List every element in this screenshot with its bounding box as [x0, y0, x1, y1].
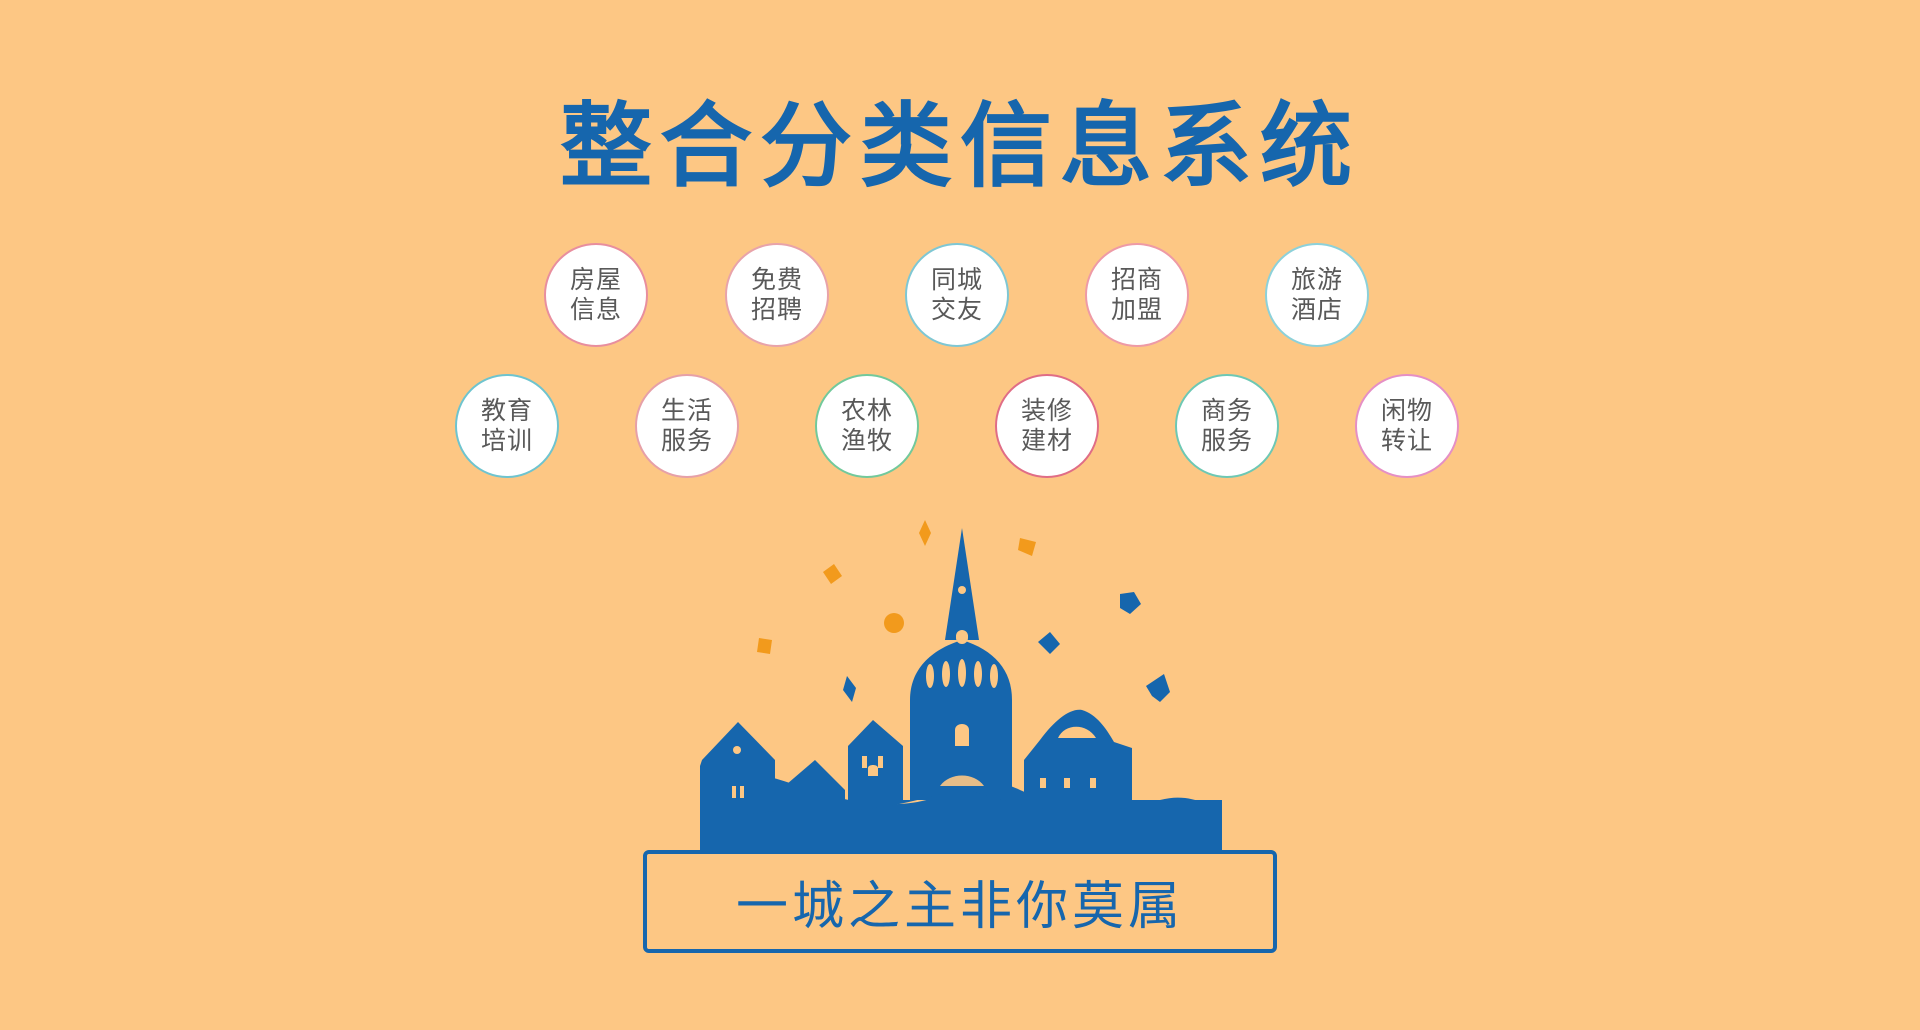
- category-label: 同城: [930, 265, 983, 294]
- category-agriculture[interactable]: 农林 渔牧: [815, 374, 919, 478]
- category-label: 服务: [1200, 426, 1253, 455]
- category-label: 交友: [930, 295, 983, 324]
- castle-silhouette: [700, 528, 1222, 850]
- category-house-info[interactable]: 房屋 信息: [544, 243, 648, 347]
- category-label: 酒店: [1290, 295, 1343, 324]
- category-label: 免费: [750, 265, 803, 294]
- category-local-dating[interactable]: 同城 交友: [905, 243, 1009, 347]
- category-label: 房屋: [569, 265, 622, 294]
- castle-windows: [732, 586, 1096, 798]
- category-label: 加盟: [1110, 295, 1163, 324]
- category-renovation[interactable]: 装修 建材: [995, 374, 1099, 478]
- category-label: 农林: [840, 396, 893, 425]
- category-label: 渔牧: [840, 426, 893, 455]
- category-travel-hotel[interactable]: 旅游 酒店: [1265, 243, 1369, 347]
- category-business-services[interactable]: 商务 服务: [1175, 374, 1279, 478]
- category-life-services[interactable]: 生活 服务: [635, 374, 739, 478]
- category-secondhand[interactable]: 闲物 转让: [1355, 374, 1459, 478]
- category-free-jobs[interactable]: 免费 招聘: [725, 243, 829, 347]
- category-label: 装修: [1020, 396, 1073, 425]
- category-label: 信息: [569, 295, 622, 324]
- category-label: 旅游: [1290, 265, 1343, 294]
- category-label: 闲物: [1380, 396, 1433, 425]
- category-label: 服务: [660, 426, 713, 455]
- slogan-text: 一城之主非你莫属: [735, 877, 1184, 937]
- confetti-pieces: [757, 520, 1170, 702]
- category-label: 生活: [660, 396, 713, 425]
- slogan-box: 一城之主非你莫属: [643, 850, 1277, 953]
- category-franchise[interactable]: 招商 加盟: [1085, 243, 1189, 347]
- category-label: 培训: [480, 426, 533, 455]
- category-label: 招聘: [750, 295, 803, 324]
- category-label: 建材: [1020, 426, 1073, 455]
- category-education[interactable]: 教育 培训: [455, 374, 559, 478]
- category-label: 商务: [1200, 396, 1253, 425]
- category-label: 转让: [1380, 426, 1433, 455]
- category-label: 招商: [1110, 265, 1163, 294]
- page-title: 整合分类信息系统: [559, 93, 1360, 200]
- category-label: 教育: [480, 396, 533, 425]
